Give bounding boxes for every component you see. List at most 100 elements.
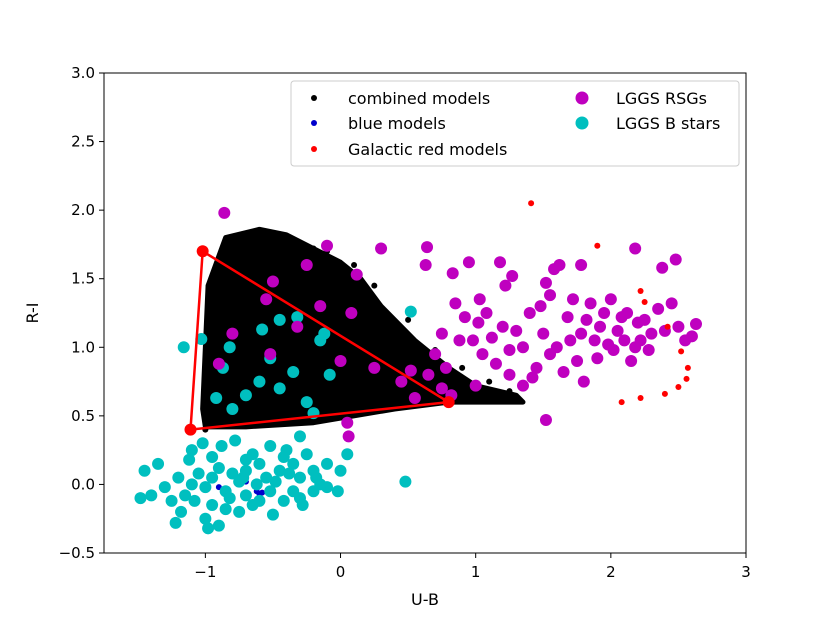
data-point (526, 371, 539, 384)
x-axis: −1 0 1 2 3 (194, 553, 751, 581)
y-tick-label: 0.5 (71, 407, 95, 425)
data-point (266, 508, 279, 521)
data-point (226, 327, 239, 340)
data-point (344, 268, 351, 275)
data-point (459, 364, 466, 371)
y-tick-label: −0.5 (59, 544, 95, 562)
data-point (371, 282, 378, 289)
data-point (351, 262, 358, 268)
data-point (283, 467, 296, 480)
x-tick-label: 0 (336, 563, 346, 581)
data-point (513, 396, 520, 403)
legend-box (290, 80, 740, 167)
legend-marker (311, 146, 317, 152)
data-point (656, 261, 669, 274)
data-point (618, 334, 631, 347)
data-point (145, 489, 158, 502)
data-point (506, 388, 513, 395)
data-point (496, 320, 509, 333)
data-point (273, 382, 286, 395)
data-point (489, 357, 502, 370)
data-point (185, 444, 198, 457)
data-point (534, 300, 547, 313)
data-point (179, 489, 192, 502)
data-point (446, 267, 459, 280)
data-point (296, 499, 309, 511)
data-point (544, 289, 557, 302)
data-point (165, 494, 178, 507)
data-point (293, 430, 306, 443)
data-point (594, 242, 601, 249)
data-point (226, 403, 239, 415)
y-tick-label: 1.5 (71, 270, 95, 288)
data-point (223, 492, 236, 505)
x-tick-label: 2 (606, 563, 616, 581)
data-point (172, 471, 185, 484)
data-point (218, 206, 231, 219)
data-point (611, 324, 624, 337)
x-tick-label: 3 (741, 563, 751, 581)
data-point (645, 327, 658, 340)
data-point (314, 300, 327, 313)
data-point (260, 471, 273, 484)
data-point (683, 375, 690, 382)
data-point (588, 334, 601, 347)
data-point (503, 368, 516, 381)
data-point (350, 268, 363, 281)
data-point (293, 471, 306, 484)
data-point (269, 475, 282, 488)
data-point (202, 522, 215, 535)
data-point (239, 489, 252, 502)
data-point (283, 234, 290, 241)
legend-marker (311, 95, 317, 101)
series-combined-models (200, 226, 526, 433)
data-point (259, 489, 266, 496)
data-point (246, 448, 259, 461)
data-point (195, 333, 208, 346)
data-point (571, 355, 584, 367)
data-point (256, 227, 263, 234)
data-point (577, 375, 590, 388)
data-point (188, 494, 201, 507)
data-point (405, 316, 412, 323)
triangle-vertex (442, 396, 455, 409)
data-point (341, 416, 354, 429)
data-point (625, 355, 638, 367)
data-point (253, 494, 266, 507)
data-point (210, 392, 223, 405)
data-point (192, 467, 205, 480)
legend-label: combined models (348, 89, 490, 108)
data-point (399, 475, 412, 488)
data-point (287, 457, 300, 470)
data-point (661, 390, 668, 397)
data-point (273, 464, 286, 477)
x-axis-label: U-B (411, 590, 439, 609)
data-point (250, 478, 263, 491)
data-point (212, 357, 225, 370)
data-point (472, 316, 485, 329)
data-point (642, 344, 655, 357)
data-point (334, 355, 347, 367)
x-tick-label: −1 (194, 563, 216, 581)
data-point (229, 434, 242, 447)
data-point (291, 311, 304, 324)
data-point (473, 293, 486, 306)
data-point (607, 344, 620, 357)
data-point (637, 395, 644, 402)
data-point (539, 413, 552, 426)
data-point (199, 481, 212, 494)
y-tick-label: 0.0 (71, 475, 95, 493)
data-point (215, 440, 228, 453)
data-point (310, 245, 317, 252)
data-point (152, 457, 165, 470)
data-point (233, 505, 246, 518)
series-lggs-b-stars (134, 305, 417, 535)
data-point (253, 375, 266, 388)
data-point (368, 361, 381, 374)
data-point (575, 259, 588, 271)
data-point (637, 288, 644, 295)
data-point (277, 494, 290, 507)
data-point (449, 297, 462, 310)
data-point (183, 453, 196, 466)
data-point (264, 440, 277, 453)
